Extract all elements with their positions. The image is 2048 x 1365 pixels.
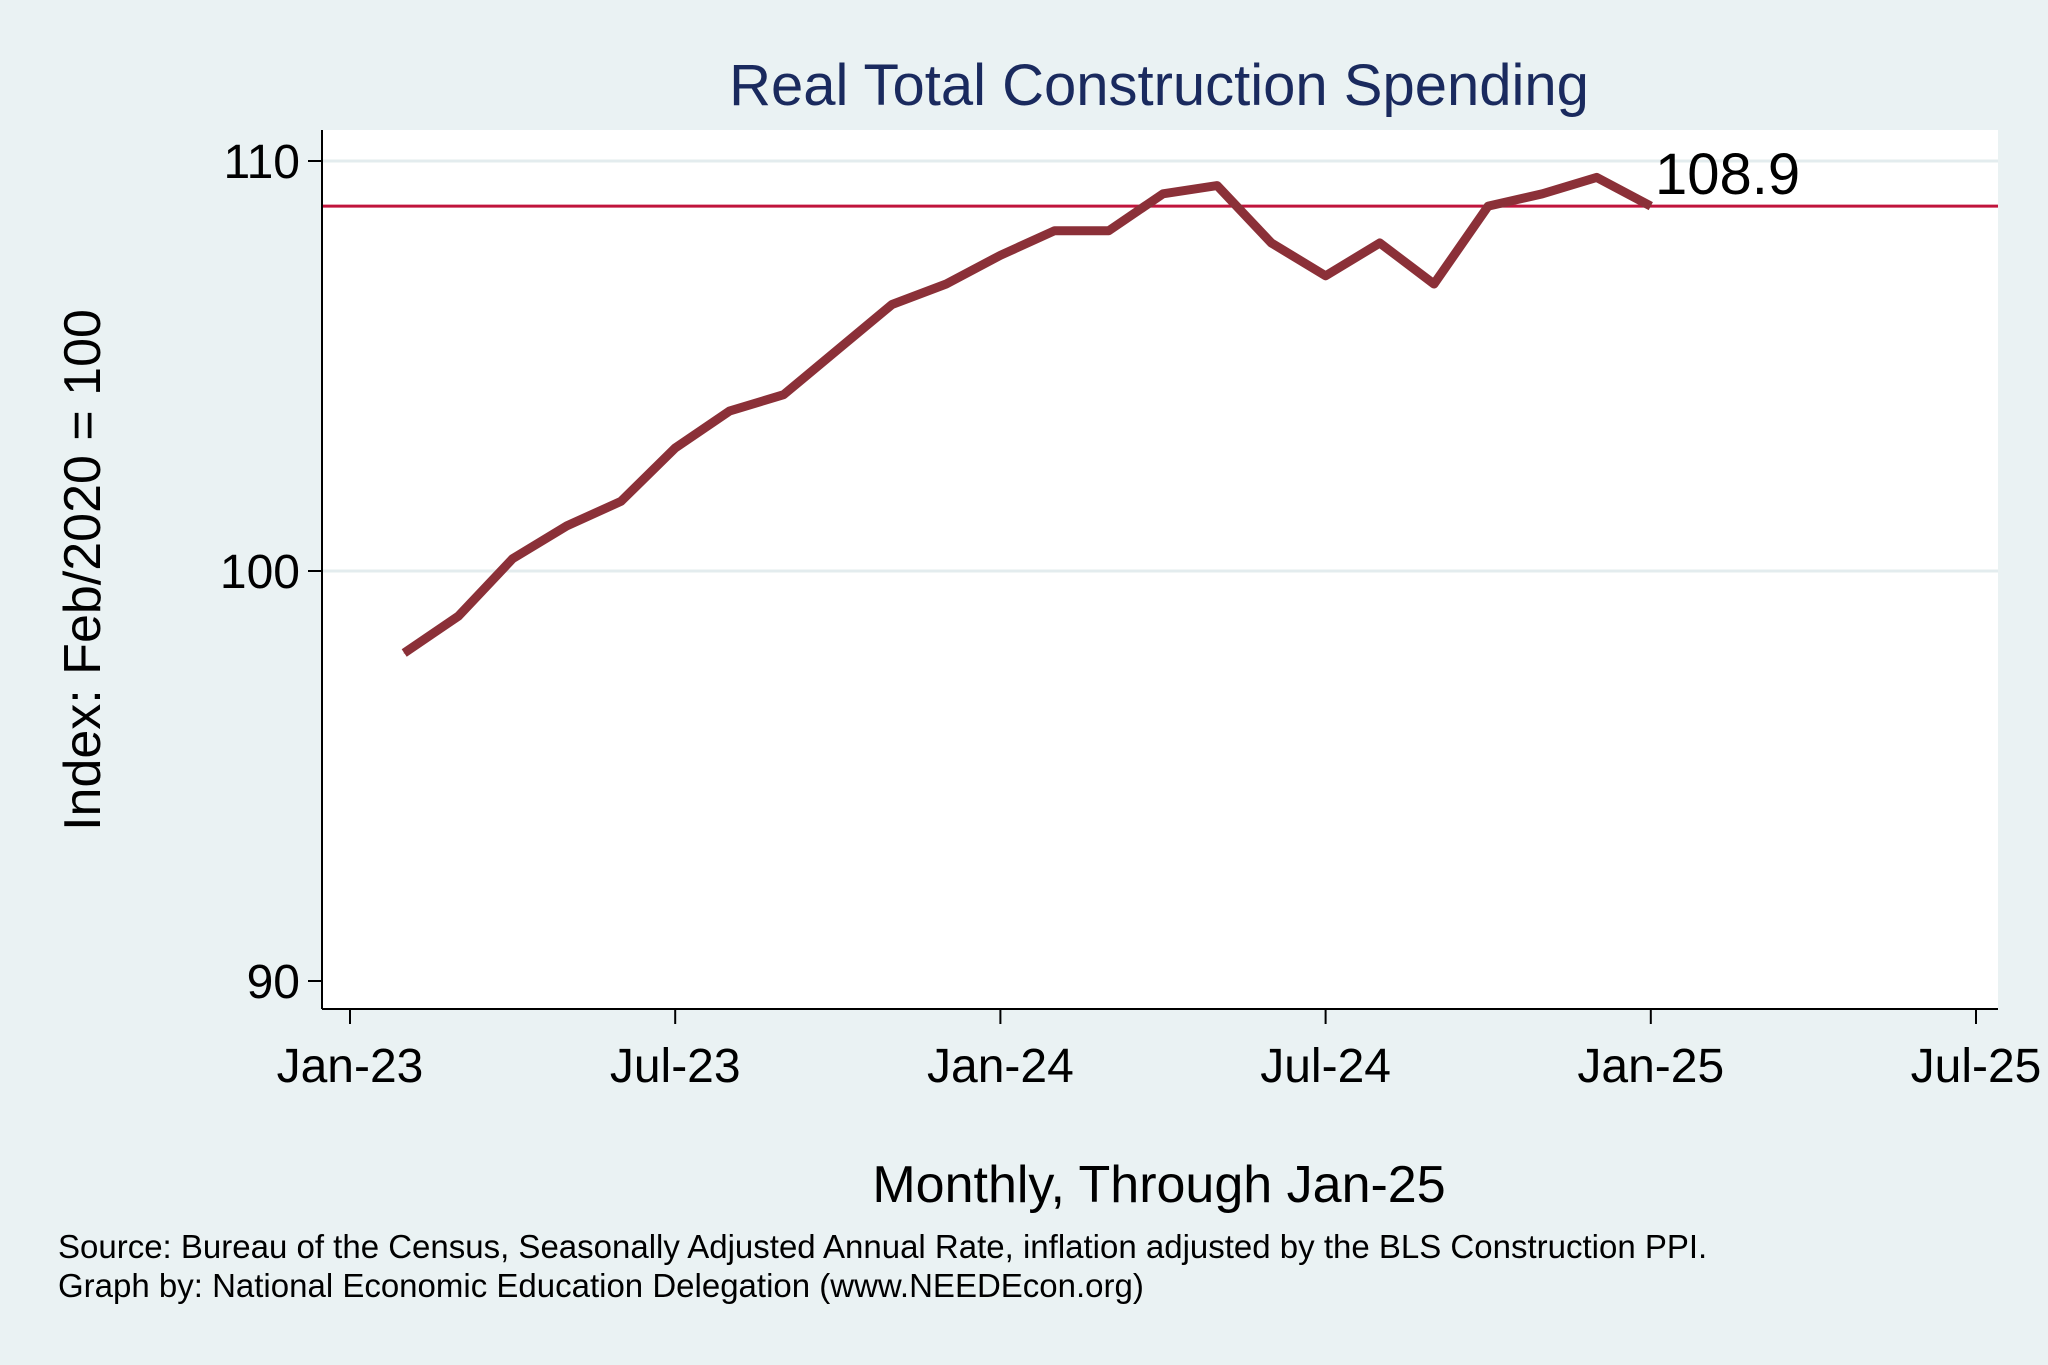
y-axis-ticks: 90 100 110 — [220, 136, 322, 1009]
data-point — [566, 525, 568, 527]
data-point — [783, 394, 785, 396]
data-point — [1054, 230, 1056, 232]
data-point — [945, 283, 947, 285]
x-tick-label: Jan-24 — [927, 1040, 1074, 1093]
x-tick-label: Jul-25 — [1911, 1040, 2042, 1093]
data-point — [1379, 242, 1381, 244]
data-point — [1650, 205, 1652, 207]
data-point — [837, 349, 839, 351]
data-point — [620, 500, 622, 502]
x-axis-title: Monthly, Through Jan-25 — [872, 1156, 1445, 1214]
data-point — [891, 304, 893, 305]
y-tick-label: 90 — [247, 956, 300, 1009]
credit-note: Graph by: National Economic Education De… — [58, 1267, 1144, 1304]
data-point — [457, 615, 459, 617]
data-point — [1162, 193, 1164, 195]
y-gridlines — [322, 159, 1998, 573]
data-point — [1270, 242, 1272, 244]
data-point — [1596, 176, 1598, 178]
data-point — [403, 652, 405, 654]
chart-title: Real Total Construction Spending — [729, 53, 1589, 118]
y-tick-label: 110 — [223, 136, 300, 189]
source-note: Source: Bureau of the Census, Seasonally… — [58, 1228, 1707, 1265]
end-value-annotation: 108.9 — [1655, 142, 1800, 207]
y-axis-title: Index: Feb/2020 = 100 — [54, 309, 112, 831]
x-axis-ticks: Jan-23 Jul-23 Jan-24 Jul-24 Jan-25 Jul-25 — [277, 1009, 2042, 1093]
data-point — [1325, 275, 1327, 277]
data-point — [728, 410, 730, 412]
data-point — [1108, 230, 1110, 232]
data-point — [1216, 185, 1218, 187]
x-tick-label: Jan-25 — [1577, 1040, 1724, 1093]
series-layer — [401, 172, 1653, 657]
data-point — [512, 558, 514, 560]
data-point — [1541, 193, 1543, 195]
x-tick-label: Jul-24 — [1260, 1040, 1391, 1093]
data-point — [1487, 205, 1489, 207]
data-point — [1433, 283, 1435, 285]
x-tick-label: Jul-23 — [610, 1040, 741, 1093]
y-tick-label: 100 — [220, 546, 300, 599]
data-point — [999, 254, 1001, 256]
x-tick-label: Jan-23 — [277, 1040, 424, 1093]
data-point — [674, 447, 676, 449]
series-line — [401, 172, 1653, 657]
